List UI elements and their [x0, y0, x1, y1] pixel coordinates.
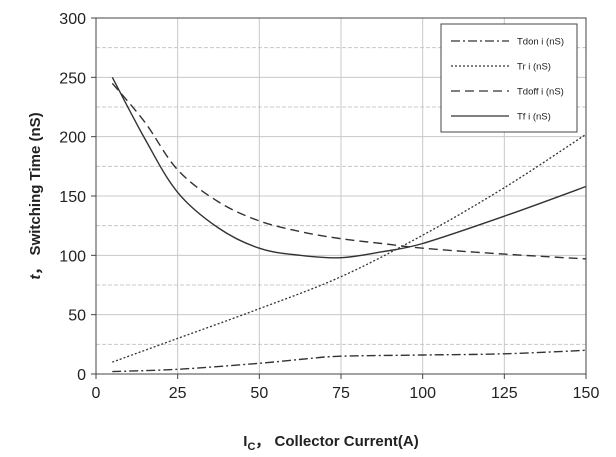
x-axis-ticks: 0 25 50 75 100 125 150	[92, 374, 600, 402]
y-tick-label: 100	[59, 248, 86, 265]
y-axis-title: t， Switching Time (nS)	[27, 112, 44, 279]
legend-label: Tdoff i (nS)	[517, 87, 564, 98]
x-tick-label: 100	[409, 385, 436, 402]
x-tick-label: 75	[332, 385, 350, 402]
series-line-1	[112, 349, 587, 373]
legend-box	[440, 23, 578, 133]
y-tick-label: 300	[59, 11, 86, 28]
legend-label: Tr i (nS)	[517, 62, 551, 73]
y-tick-label: 150	[59, 189, 86, 206]
y-tick-label: 200	[59, 130, 86, 147]
x-axis-title-rest: ， Collector Current(A)	[255, 433, 418, 450]
series-line-3	[111, 82, 587, 260]
series-line-2	[112, 133, 587, 363]
x-axis-title-main: I	[243, 433, 247, 450]
grid-lines	[96, 18, 586, 374]
x-axis-title-subscript: C	[247, 441, 255, 453]
y-tick-label: 50	[68, 308, 86, 325]
y-tick-label: 250	[59, 70, 86, 87]
x-tick-label: 125	[491, 385, 518, 402]
y-tick-label: 0	[77, 367, 86, 384]
legend-label: Tdon i (nS)	[517, 37, 564, 48]
x-tick-label: 150	[573, 385, 600, 402]
x-tick-label: 25	[169, 385, 187, 402]
series-lines	[111, 76, 587, 373]
y-axis-ticks: 0 50 100 150 200 250 300	[59, 11, 96, 384]
x-tick-label: 0	[92, 385, 101, 402]
x-axis-title: IC， Collector Current(A)	[243, 433, 418, 453]
x-tick-label: 50	[250, 385, 268, 402]
series-line-4	[111, 76, 587, 259]
legend: Tdon i (nS) Tr i (nS) Tdoff i (nS) Tf i (nS…	[440, 23, 578, 133]
y-axis-title-rest: ， Switching Time (nS)	[27, 112, 44, 274]
legend-label: Tf i (nS)	[517, 112, 551, 123]
y-axis-title-italic: t	[27, 274, 44, 280]
